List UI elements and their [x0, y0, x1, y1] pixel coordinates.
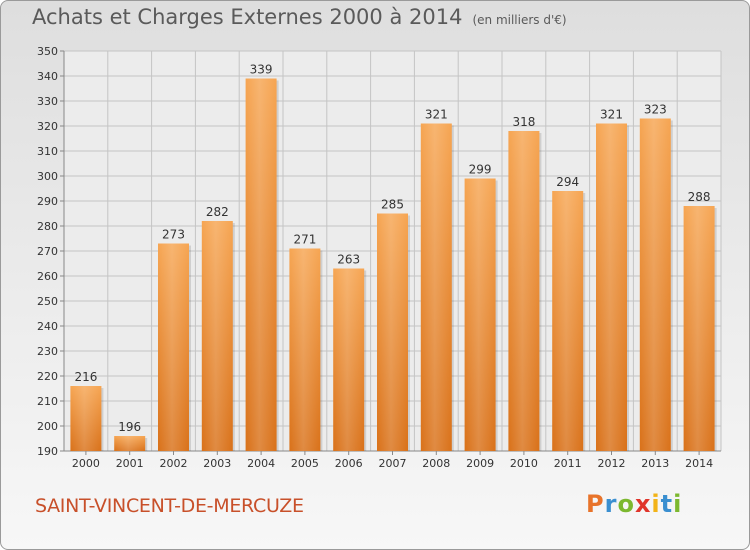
- proxiti-logo: Proxiti: [586, 490, 682, 518]
- x-tick-label: 2002: [160, 457, 188, 470]
- y-tick-label: 190: [37, 445, 58, 458]
- y-tick-label: 290: [37, 195, 58, 208]
- value-label: 285: [381, 198, 404, 212]
- bar-shine: [639, 118, 671, 451]
- y-tick-label: 320: [37, 120, 58, 133]
- x-tick-label: 2013: [641, 457, 669, 470]
- x-tick-label: 2011: [554, 457, 582, 470]
- y-tick-label: 240: [37, 320, 58, 333]
- x-tick-label: 2004: [247, 457, 275, 470]
- bar-shine: [420, 123, 452, 451]
- y-tick-label: 200: [37, 420, 58, 433]
- x-tick-label: 2006: [335, 457, 363, 470]
- value-label: 299: [469, 163, 492, 177]
- value-label: 339: [250, 63, 273, 77]
- x-tick-label: 2012: [598, 457, 626, 470]
- x-tick-label: 2010: [510, 457, 538, 470]
- value-label: 216: [74, 370, 97, 384]
- bar-shine: [114, 436, 146, 451]
- chart-title-unit: (en milliers d'€): [472, 13, 567, 27]
- label-layer: 190 200 210 220 230 240 250 260 270 280 290 300 310 3…: [37, 45, 713, 470]
- x-tick-label: 2005: [291, 457, 319, 470]
- bar-shine: [333, 268, 365, 451]
- y-tick-label: 300: [37, 170, 58, 183]
- logo-letter: i: [673, 490, 683, 518]
- bar-shine: [552, 191, 584, 451]
- bar-layer: [70, 78, 717, 451]
- chart-title-main: Achats et Charges Externes 2000 à 2014: [32, 5, 463, 29]
- logo-letter: P: [586, 490, 605, 518]
- y-tick-label: 250: [37, 295, 58, 308]
- bar-shine: [289, 248, 321, 451]
- x-tick-label: 2007: [379, 457, 407, 470]
- y-tick-label: 280: [37, 220, 58, 233]
- commune-name: SAINT-VINCENT-DE-MERCUZE: [35, 495, 304, 517]
- logo-letter: t: [660, 490, 674, 518]
- value-label: 196: [118, 420, 141, 434]
- chart-title: Achats et Charges Externes 2000 à 2014 (e…: [32, 5, 567, 29]
- value-label: 288: [688, 190, 711, 204]
- y-tick-label: 340: [37, 70, 58, 83]
- x-tick-label: 2014: [685, 457, 713, 470]
- bar-shine: [596, 123, 627, 451]
- y-tick-label: 270: [37, 245, 58, 258]
- value-label: 271: [293, 233, 316, 247]
- y-tick-label: 260: [37, 270, 58, 283]
- logo-letter: i: [651, 490, 661, 518]
- bar-shine: [508, 131, 540, 451]
- x-tick-label: 2008: [422, 457, 450, 470]
- y-tick-label: 310: [37, 145, 58, 158]
- bar-shine: [464, 178, 496, 451]
- x-tick-label: 2000: [72, 457, 100, 470]
- y-tick-label: 350: [37, 45, 58, 58]
- bar-shine: [683, 206, 715, 451]
- bar-shine: [201, 221, 233, 451]
- value-label: 321: [425, 108, 448, 122]
- x-tick-label: 2001: [116, 457, 144, 470]
- bar-shine: [158, 243, 189, 451]
- value-label: 294: [556, 175, 579, 189]
- value-label: 273: [162, 228, 185, 242]
- y-tick-label: 210: [37, 395, 58, 408]
- value-label: 323: [644, 103, 667, 117]
- y-tick-label: 230: [37, 345, 58, 358]
- y-tick-label: 220: [37, 370, 58, 383]
- x-tick-label: 2003: [203, 457, 231, 470]
- bar-shine: [70, 386, 102, 451]
- bar-shine: [377, 213, 408, 451]
- bar-shine: [245, 78, 277, 451]
- value-label: 318: [512, 115, 535, 129]
- value-label: 263: [337, 253, 360, 267]
- x-tick-label: 2009: [466, 457, 494, 470]
- logo-letter: x: [634, 490, 652, 518]
- logo-letter: r: [604, 490, 618, 518]
- value-label: 282: [206, 205, 229, 219]
- logo-letter: o: [617, 490, 635, 518]
- y-tick-label: 330: [37, 95, 58, 108]
- value-label: 321: [600, 108, 623, 122]
